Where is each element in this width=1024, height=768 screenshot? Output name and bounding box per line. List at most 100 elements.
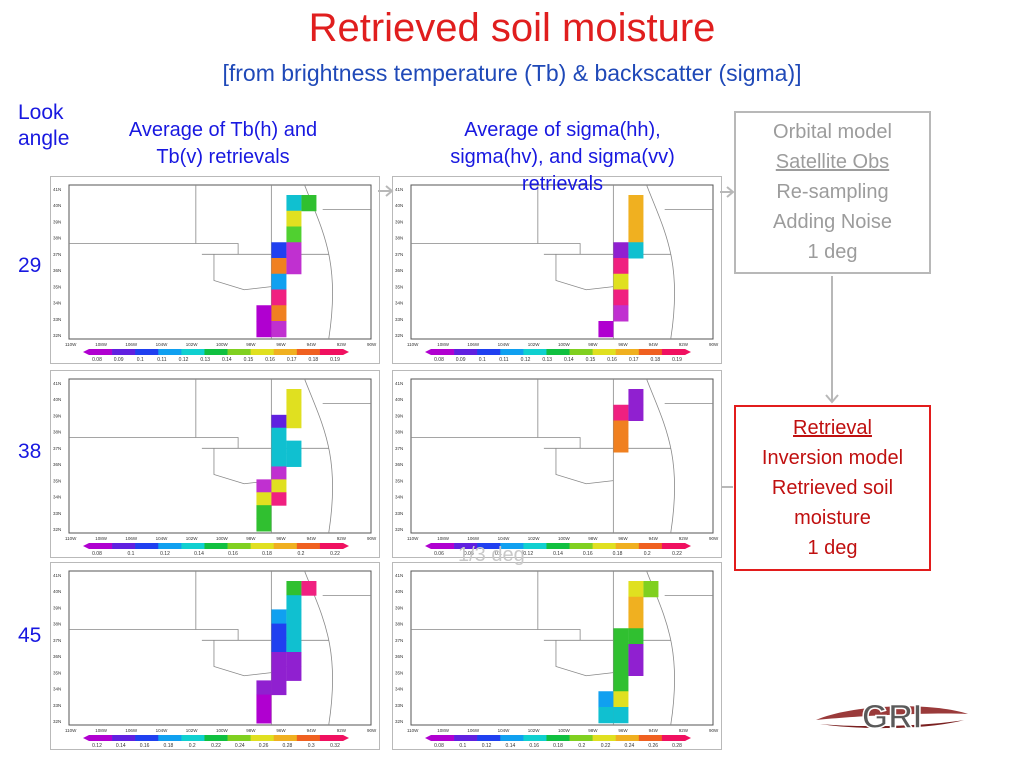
- colorbar-segment: [500, 349, 524, 355]
- colorbar-tick-label: 0.22: [211, 743, 221, 749]
- retrieval-cell: [256, 492, 272, 506]
- retrieval-cell: [256, 694, 272, 710]
- colorbar-tick-label: 0.1: [479, 357, 486, 363]
- retrieval-cell: [271, 289, 287, 306]
- lat-tick-label: 37N: [53, 446, 61, 451]
- lon-tick-label: 102W: [528, 342, 541, 347]
- colorbar-tick-label: 0.12: [523, 551, 533, 557]
- colorbar-tick-label: 0.19: [330, 357, 340, 363]
- colorbar-segment: [477, 735, 501, 741]
- lat-tick-label: 35N: [395, 670, 403, 675]
- retrieval-cell: [613, 644, 629, 661]
- retrieval-cell: [628, 659, 644, 676]
- soil-moisture-map: 41N 40N 39N 38N 37N 36N 35N 34N 33N 32N 110W 108W 10…: [53, 184, 377, 363]
- retrieval-cell: [628, 195, 644, 212]
- lat-tick-label: 36N: [53, 268, 61, 273]
- retrieval-cell: [286, 258, 302, 275]
- colorbar-segment: [158, 349, 182, 355]
- map-frame: [410, 184, 714, 340]
- colorbar-tip: [83, 735, 89, 741]
- retrieval-cell: [628, 581, 644, 598]
- lat-tick-label: 39N: [53, 413, 61, 418]
- colorbar-segment: [135, 543, 159, 549]
- colorbar-segment: [296, 349, 321, 355]
- colorbar-tick-label: 0.16: [265, 357, 275, 363]
- colorbar-segment: [273, 349, 298, 355]
- retrieval-cell: [271, 453, 287, 467]
- colorbar-segment: [319, 735, 344, 741]
- retrieval-cell: [286, 623, 302, 639]
- colorbar-tick-label: 0.16: [583, 551, 593, 557]
- colorbar-tick-label: 0.24: [625, 743, 635, 749]
- colorbar-tick-label: 0.28: [672, 743, 682, 749]
- ghost-resolution-text: 1/3 deg: [458, 544, 525, 566]
- lat-tick-label: 32N: [395, 333, 403, 338]
- boundary-line: [411, 629, 581, 641]
- lon-tick-label: 104W: [498, 728, 511, 733]
- colorbar-tick-label: 0.22: [601, 743, 611, 749]
- colorbar-tick-label: 0.16: [140, 743, 150, 749]
- colorbar-tick-label: 0.14: [506, 743, 516, 749]
- colorbar-tick-label: 0.14: [553, 551, 563, 557]
- lon-tick-label: 108W: [95, 728, 108, 733]
- retrieval-cell: [613, 707, 629, 724]
- colorbar-tick-label: 0.18: [613, 551, 623, 557]
- lat-tick-label: 32N: [53, 333, 61, 338]
- retrieval-cell: [628, 612, 644, 629]
- retrieval-cell: [613, 273, 629, 290]
- colorbar-tick-label: 0.08: [434, 357, 444, 363]
- lon-tick-label: 106W: [467, 728, 480, 733]
- colorbar-segment: [250, 543, 275, 549]
- column-heading-line: sigma(hv), and sigma(vv): [450, 146, 675, 168]
- lat-tick-label: 33N: [53, 511, 61, 516]
- lat-tick-label: 41N: [395, 573, 403, 578]
- colorbar-segment: [454, 543, 478, 549]
- retrieval-cell: [286, 226, 302, 243]
- retrieval-cell: [286, 401, 302, 416]
- colorbar-tip: [343, 349, 349, 355]
- lon-tick-label: 102W: [528, 536, 541, 541]
- lat-tick-label: 40N: [53, 397, 61, 402]
- retrieval-cell: [286, 414, 302, 429]
- colorbar-segment: [158, 735, 182, 741]
- lat-tick-label: 39N: [395, 413, 403, 418]
- lat-tick-label: 36N: [53, 654, 61, 659]
- lat-tick-label: 41N: [53, 381, 61, 386]
- colorbar-tick-label: 0.15: [244, 357, 254, 363]
- lat-tick-label: 41N: [53, 573, 61, 578]
- retrieval-cell: [613, 659, 629, 676]
- retrieval-cell: [286, 440, 302, 455]
- column-heading-tb: Average of Tb(h) and Tb(v) retrievals: [92, 117, 354, 171]
- lon-tick-label: 104W: [156, 728, 169, 733]
- colorbar-tick-label: 0.13: [200, 357, 210, 363]
- colorbar-tick-label: 0.09: [456, 357, 466, 363]
- retrieval-cell: [271, 440, 287, 455]
- boundary-line: [304, 378, 334, 534]
- colorbar-tick-label: 0.12: [179, 357, 189, 363]
- lon-tick-label: 110W: [65, 342, 77, 347]
- retrieval-cell: [598, 691, 614, 708]
- colorbar-segment: [523, 349, 547, 355]
- retrieval-cell: [271, 466, 287, 480]
- retrieval-cell: [613, 628, 629, 645]
- retrieval-cell: [256, 708, 272, 724]
- lat-tick-label: 36N: [53, 462, 61, 467]
- colorbar-segment: [638, 543, 663, 549]
- retrieval-cell: [271, 666, 287, 681]
- colorbar-tick-label: 0.24: [235, 743, 245, 749]
- lon-tick-label: 90W: [367, 728, 377, 733]
- page-title: Retrieved soil moisture: [308, 6, 716, 50]
- lat-tick-label: 34N: [395, 495, 403, 500]
- colorbar-segment: [592, 543, 617, 549]
- soil-moisture-map: 41N 40N 39N 38N 37N 36N 35N 34N 33N 32N 110W 108W 10…: [395, 184, 719, 363]
- colorbar-segment: [227, 735, 251, 741]
- colorbar-tick-label: 0.18: [308, 357, 318, 363]
- lon-tick-label: 96W: [618, 728, 628, 733]
- colorbar-segment: [592, 735, 617, 741]
- lon-tick-label: 98W: [246, 342, 256, 347]
- colorbar-tick-label: 0.1: [137, 357, 144, 363]
- lon-tick-label: 102W: [528, 728, 541, 733]
- retrieval-cell: [598, 321, 614, 338]
- retrieval-cell: [256, 505, 272, 519]
- retrieval-cell: [271, 305, 287, 322]
